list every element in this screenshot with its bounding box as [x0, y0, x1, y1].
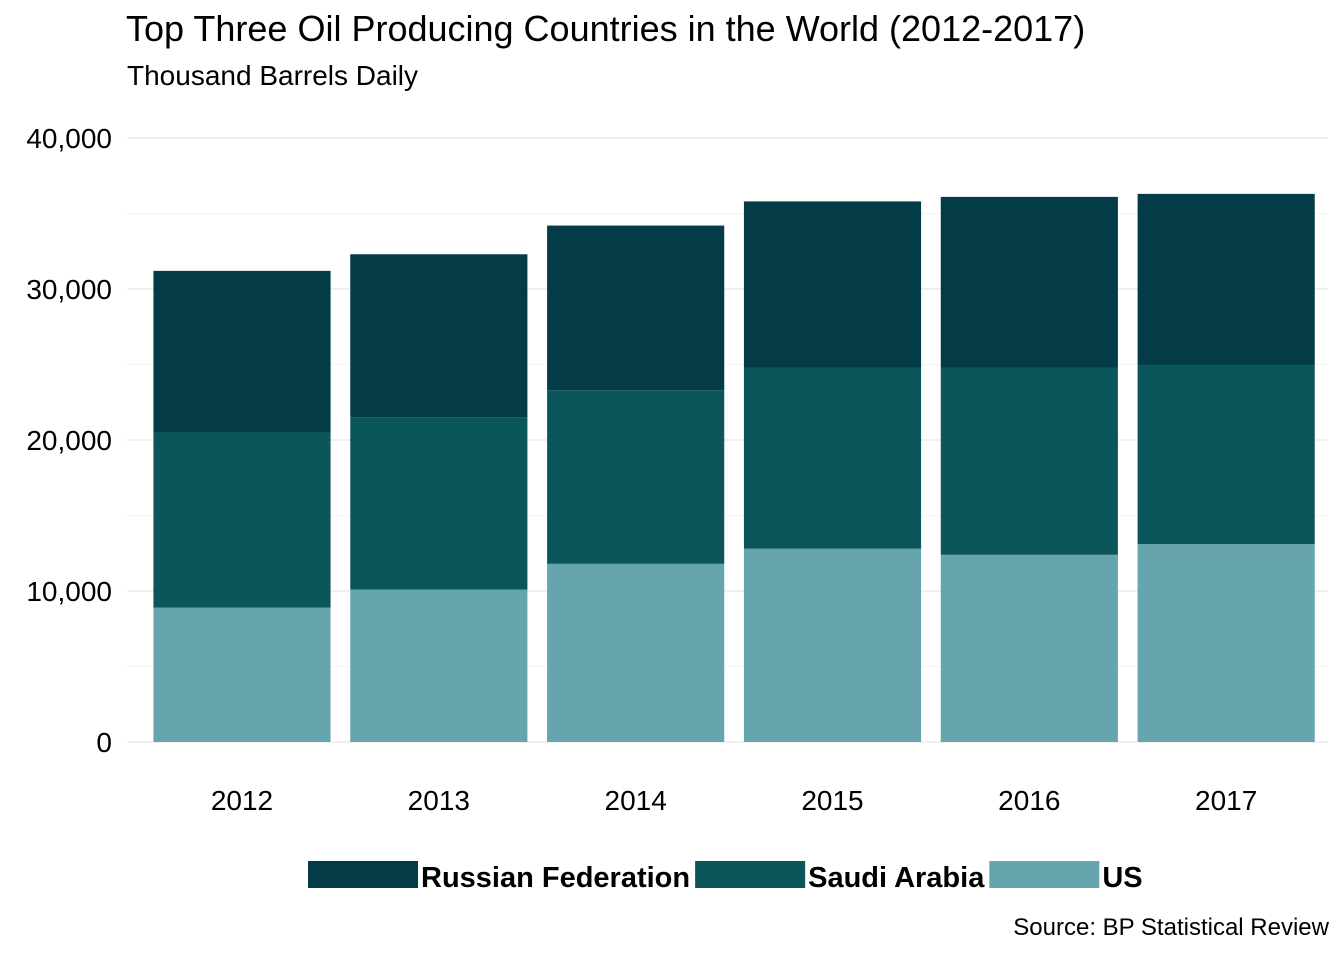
bar-us-2017: [1137, 544, 1315, 742]
x-tick-label: 2015: [801, 785, 863, 816]
x-tick-label: 2013: [408, 785, 470, 816]
bar-russian-federation-2015: [743, 201, 922, 368]
y-tick-label: 20,000: [26, 425, 112, 456]
legend-key-saudi-arabia: [695, 861, 806, 888]
y-tick-label: 0: [96, 727, 112, 758]
bar-us-2015: [743, 548, 922, 742]
y-tick-label: 40,000: [26, 123, 112, 154]
bar-us-2012: [153, 607, 331, 742]
bars: [153, 193, 1315, 742]
y-axis-ticks: 0 10,000 20,000 30,000 40,000: [26, 123, 112, 758]
bar-us-2014: [547, 563, 725, 742]
bar-saudi-arabia-2013: [350, 417, 528, 590]
legend-label: Russian Federation: [421, 862, 690, 894]
bar-us-2013: [350, 589, 528, 742]
bar-saudi-arabia-2012: [153, 432, 331, 608]
y-tick-label: 10,000: [26, 576, 112, 607]
y-tick-label: 30,000: [26, 274, 112, 305]
bar-us-2016: [940, 554, 1118, 742]
legend-key-russian-federation: [308, 861, 418, 888]
legend-label: Saudi Arabia: [808, 862, 985, 894]
bar-russian-federation-2014: [547, 225, 725, 391]
chart-subtitle: Thousand Barrels Daily: [127, 60, 419, 91]
x-tick-label: 2012: [211, 785, 273, 816]
legend: Russian Federation Saudi Arabia US: [308, 861, 1143, 894]
chart-title: Top Three Oil Producing Countries in the…: [126, 8, 1086, 49]
bar-russian-federation-2012: [153, 270, 331, 433]
x-tick-label: 2017: [1195, 785, 1257, 816]
bar-saudi-arabia-2017: [1137, 364, 1315, 545]
bar-saudi-arabia-2014: [547, 390, 725, 564]
bar-russian-federation-2017: [1137, 193, 1315, 365]
legend-label: US: [1102, 862, 1142, 894]
chart-caption: Source: BP Statistical Review: [1013, 914, 1329, 941]
x-tick-label: 2014: [605, 785, 667, 816]
bar-saudi-arabia-2016: [940, 367, 1118, 555]
bar-russian-federation-2016: [940, 196, 1118, 368]
x-tick-label: 2016: [998, 785, 1060, 816]
bar-russian-federation-2013: [350, 254, 528, 418]
x-axis-ticks: 2012 2013 2014 2015 2016 2017: [211, 785, 1257, 816]
bar-saudi-arabia-2015: [743, 367, 922, 549]
legend-key-us: [989, 861, 1100, 888]
